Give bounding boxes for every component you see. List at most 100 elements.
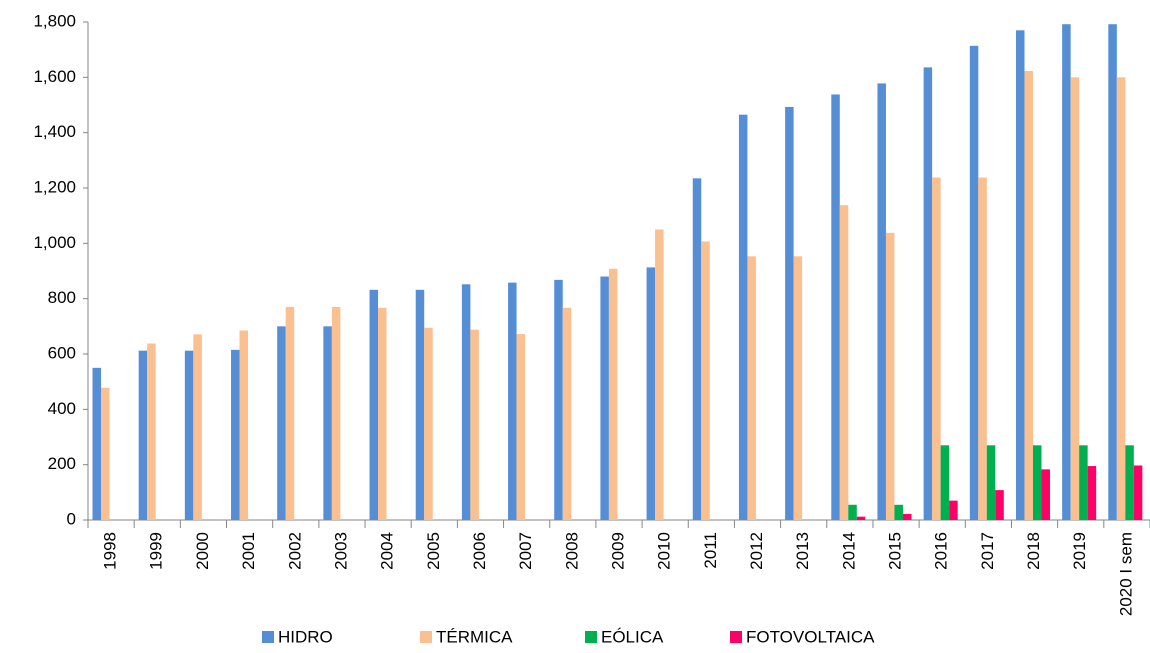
- legend-label: FOTOVOLTAICA: [746, 627, 875, 646]
- bar: [877, 83, 886, 521]
- x-tick-label: 2011: [701, 532, 720, 569]
- y-tick-label: 800: [48, 288, 76, 307]
- bar: [1024, 70, 1033, 520]
- bar: [516, 334, 526, 520]
- x-tick-label: 2020 I sem: [1116, 532, 1135, 616]
- y-tick-label: 600: [48, 343, 76, 362]
- bar: [986, 445, 996, 520]
- bar: [738, 114, 748, 520]
- x-tick-label: 2013: [793, 532, 812, 570]
- bar: [424, 327, 433, 520]
- bar: [940, 445, 950, 520]
- x-tick-label: 2015: [886, 532, 905, 570]
- bar: [1062, 24, 1071, 521]
- bar: [1133, 465, 1143, 520]
- bar: [701, 241, 710, 520]
- bar: [331, 306, 341, 520]
- bar: [323, 326, 332, 520]
- legend-label: EÓLICA: [601, 627, 664, 646]
- y-tick-label: 0: [67, 509, 76, 528]
- bar: [147, 343, 156, 520]
- legend-swatch: [585, 631, 597, 643]
- bar: [608, 268, 618, 520]
- x-tick-label: 2002: [285, 532, 304, 570]
- y-tick-label: 1,400: [33, 122, 76, 141]
- legend-swatch: [730, 631, 742, 643]
- x-tick-label: 2004: [378, 532, 397, 570]
- y-tick-label: 400: [48, 399, 76, 418]
- bar: [785, 106, 794, 520]
- bar: [277, 326, 286, 520]
- bar: [932, 177, 941, 520]
- bar: [978, 177, 987, 520]
- legend-swatch: [420, 631, 432, 643]
- bar: [239, 330, 249, 520]
- x-tick-label: 2010: [655, 532, 674, 570]
- legend-swatch: [262, 631, 274, 643]
- bar: [793, 256, 803, 520]
- bar: [562, 307, 572, 520]
- bar: [1015, 30, 1025, 521]
- bar: [508, 282, 517, 520]
- bar: [969, 45, 979, 520]
- legend-label: HIDRO: [278, 627, 333, 646]
- x-tick-label: 1999: [147, 532, 166, 570]
- y-tick-label: 1,200: [33, 177, 76, 196]
- x-tick-label: 2006: [470, 532, 489, 570]
- bar: [848, 504, 857, 520]
- bar: [285, 306, 295, 520]
- x-tick-label: 2017: [978, 532, 997, 570]
- bar: [923, 67, 933, 520]
- bar: [369, 289, 379, 520]
- bar: [378, 307, 387, 520]
- bar: [1087, 466, 1097, 520]
- bar: [231, 349, 240, 520]
- bar: [839, 205, 849, 521]
- bar: [831, 94, 840, 520]
- bar: [470, 329, 479, 520]
- bar: [1125, 445, 1134, 520]
- bar: [856, 516, 866, 520]
- y-tick-label: 1,000: [33, 233, 76, 252]
- bar: [193, 334, 202, 520]
- bar: [1108, 24, 1117, 521]
- x-tick-label: 2016: [932, 532, 951, 570]
- bar: [138, 350, 148, 520]
- bar: [885, 232, 895, 520]
- x-tick-label: 1998: [101, 532, 120, 570]
- bar: [92, 367, 101, 520]
- bar: [600, 276, 609, 520]
- x-tick-label: 2005: [424, 532, 443, 570]
- bar: [902, 513, 912, 520]
- bar: [995, 490, 1004, 520]
- x-tick-label: 2019: [1070, 532, 1089, 570]
- x-tick-label: 2008: [562, 532, 581, 570]
- legend-label: TÉRMICA: [436, 627, 513, 646]
- bar: [184, 350, 194, 520]
- bar: [554, 279, 563, 520]
- x-tick-label: 2000: [193, 532, 212, 570]
- x-tick-label: 2018: [1024, 532, 1043, 570]
- bar: [1116, 77, 1126, 520]
- bar: [747, 256, 756, 520]
- x-tick-label: 2003: [331, 532, 350, 570]
- x-tick-label: 2009: [608, 532, 627, 570]
- x-tick-label: 2007: [516, 532, 535, 570]
- bar: [415, 289, 425, 520]
- bar: [1041, 469, 1050, 520]
- y-tick-label: 1,800: [33, 11, 76, 30]
- bar: [461, 284, 471, 520]
- x-tick-label: 2012: [747, 532, 766, 570]
- bar: [101, 387, 110, 520]
- bar: [646, 267, 656, 520]
- x-tick-label: 2014: [839, 532, 858, 570]
- bar: [655, 229, 664, 520]
- bar: [1079, 445, 1088, 520]
- y-tick-label: 200: [48, 454, 76, 473]
- bar: [949, 500, 958, 520]
- bar: [1032, 445, 1042, 520]
- bar: [894, 504, 903, 520]
- bar: [1070, 77, 1080, 520]
- y-tick-label: 1,600: [33, 67, 76, 86]
